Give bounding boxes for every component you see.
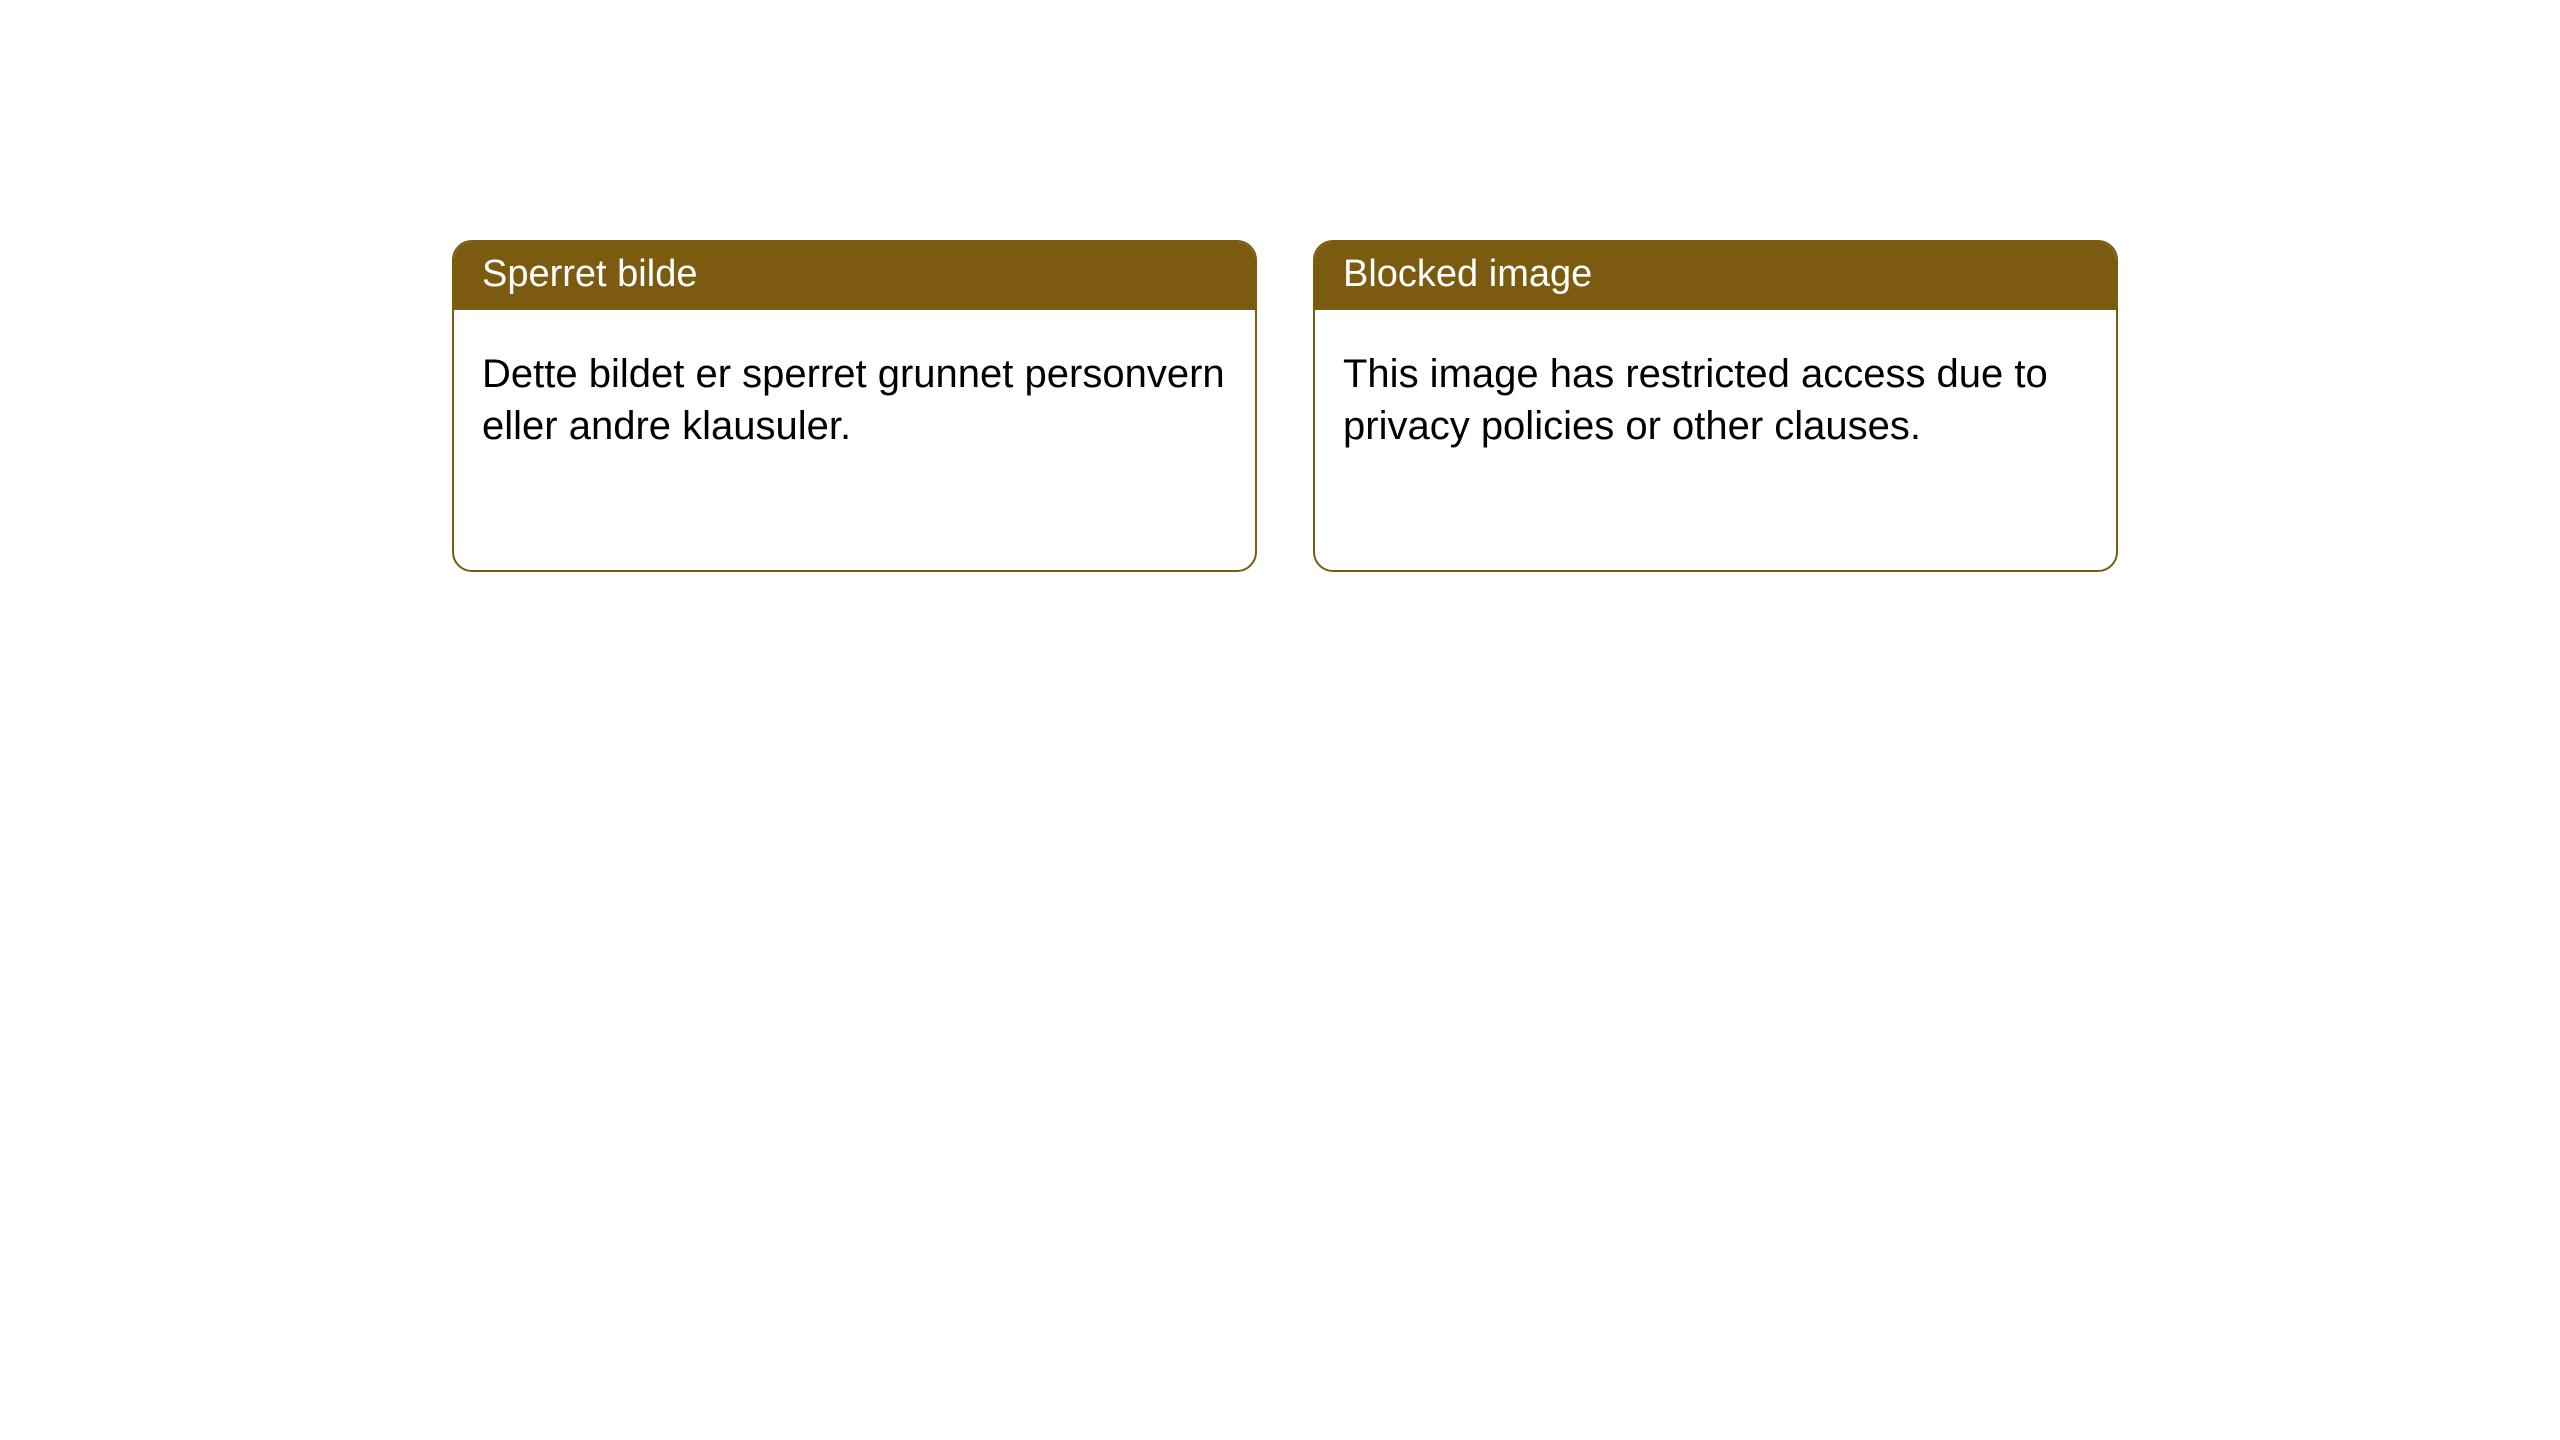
notice-card-english: Blocked image This image has restricted … [1313,240,2118,572]
notice-card-body: This image has restricted access due to … [1315,310,2116,490]
notice-card-body-text: This image has restricted access due to … [1343,352,2048,448]
notice-card-body-text: Dette bildet er sperret grunnet personve… [482,352,1225,448]
notice-card-header: Sperret bilde [454,242,1255,310]
notice-card-header-text: Sperret bilde [482,253,697,295]
notice-cards-container: Sperret bilde Dette bildet er sperret gr… [452,240,2560,572]
notice-card-header: Blocked image [1315,242,2116,310]
notice-card-body: Dette bildet er sperret grunnet personve… [454,310,1255,490]
notice-card-norwegian: Sperret bilde Dette bildet er sperret gr… [452,240,1257,572]
notice-card-header-text: Blocked image [1343,253,1592,295]
